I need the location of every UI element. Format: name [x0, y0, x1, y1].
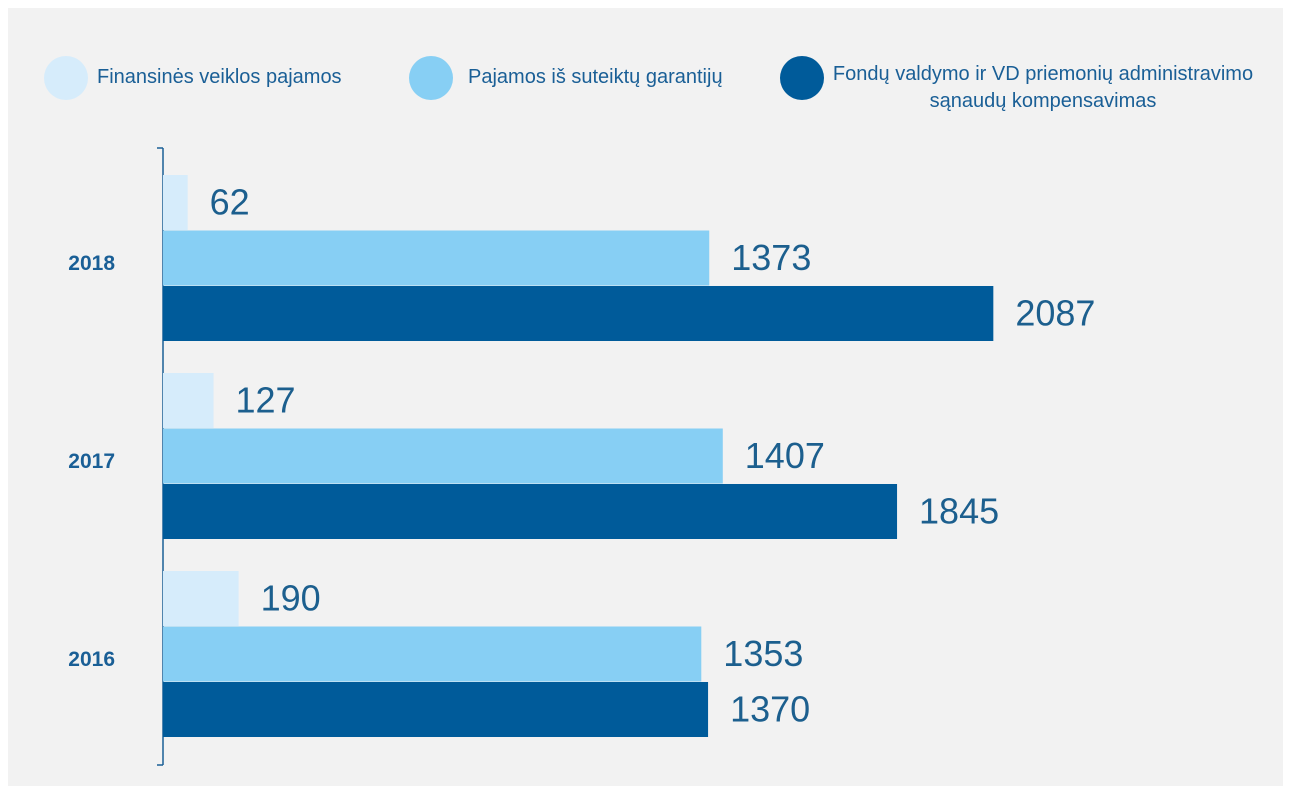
bar — [163, 175, 188, 230]
bar — [163, 484, 898, 539]
value-label: 190 — [261, 577, 321, 618]
legend-swatch — [44, 56, 88, 100]
value-label: 1845 — [919, 490, 999, 531]
category-label: 2016 — [68, 648, 115, 671]
category-label: 2018 — [68, 252, 115, 275]
bar — [163, 626, 702, 682]
bar — [163, 571, 239, 626]
bar — [163, 230, 710, 286]
bar — [163, 428, 723, 484]
legend-label: Finansinės veiklos pajamos — [97, 66, 342, 88]
value-label: 1373 — [731, 237, 811, 278]
bar — [163, 682, 709, 737]
bar — [163, 373, 214, 428]
legend-label: Pajamos iš suteiktų garantijų — [468, 66, 723, 88]
value-label: 1370 — [730, 688, 810, 729]
value-label: 1353 — [723, 633, 803, 674]
legend-swatch — [409, 56, 453, 100]
legend-label: Fondų valdymo ir VD priemonių administra… — [832, 63, 1254, 112]
value-label: 62 — [210, 181, 250, 222]
value-label: 2087 — [1015, 292, 1095, 333]
legend-swatch — [780, 56, 824, 100]
bar — [163, 286, 994, 341]
value-label: 1407 — [745, 435, 825, 476]
value-label: 127 — [236, 379, 296, 420]
category-label: 2017 — [68, 450, 115, 473]
